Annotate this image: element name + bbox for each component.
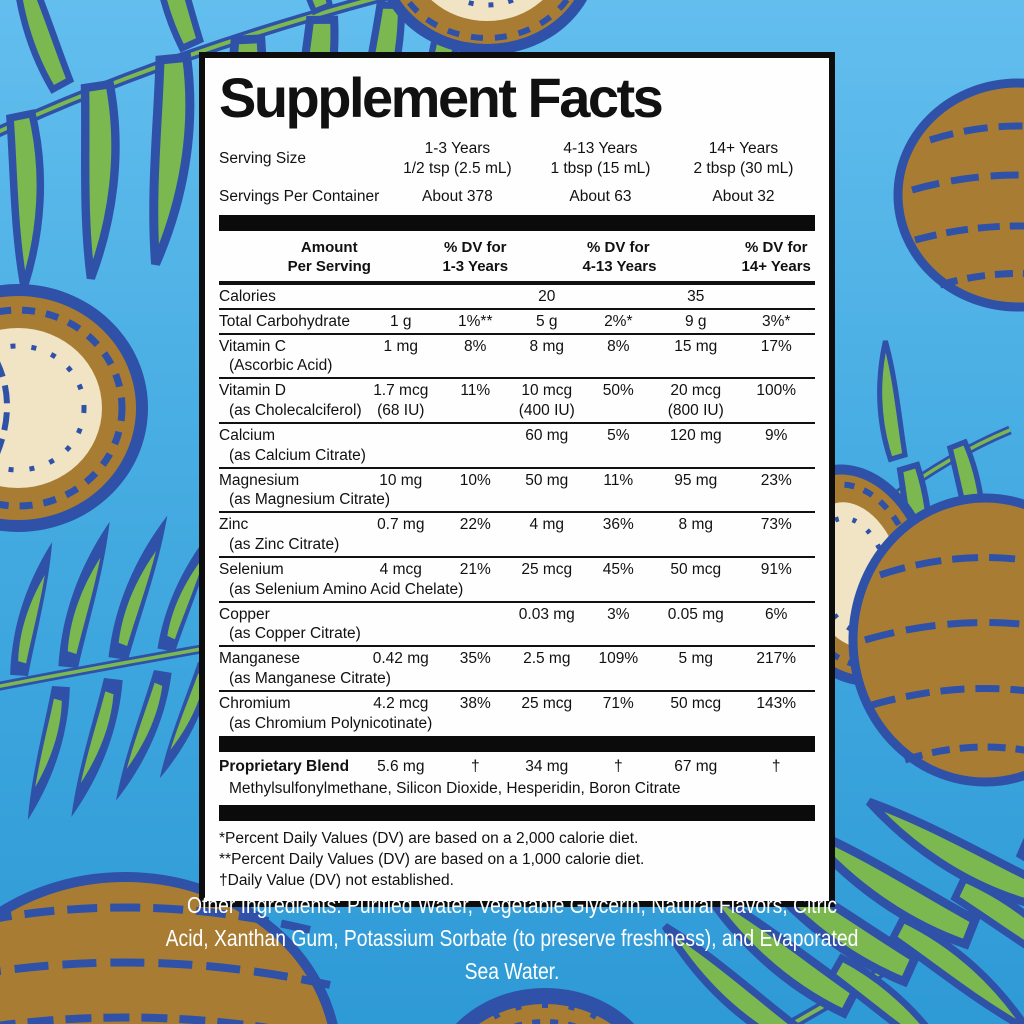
other-ingredients-text: Other Ingredients: Purified Water, Veget… — [165, 892, 859, 984]
table-row: Calories 20 35 — [219, 285, 815, 310]
column-header-dv-1-3: % DV for 1-3 Years — [442, 238, 509, 276]
footnote: †Daily Value (DV) not established. — [219, 871, 454, 889]
column-header-amount: Amount Per Serving — [287, 238, 371, 276]
footnotes: *Percent Daily Values (DV) are based on … — [219, 828, 815, 891]
section-divider-bar — [219, 736, 815, 753]
serving-size-label: Serving Size — [219, 150, 307, 168]
serving-size-col: 14+ Years 2 tbsp (30 mL) — [693, 140, 794, 177]
coconut-icon — [455, 988, 635, 1024]
table-row: Total Carbohydrate 1 g 1%** 5 g 2%* 9 g 3%* — [219, 310, 815, 335]
table-row: Vitamin C (Ascorbic Acid) 1 mg 8% 8 mg 8% 15 m… — [219, 335, 815, 380]
footnote: **Percent Daily Values (DV) are based on… — [219, 850, 645, 868]
table-row: Magnesium (as Magnesium Citrate) 10 mg 10% 5… — [219, 469, 815, 514]
proprietary-blend-ingredients: Methylsulfonylmethane, Silicon Dioxide, … — [229, 779, 681, 797]
section-divider-bar — [219, 214, 815, 231]
table-header: Amount Per Serving % DV for 1-3 Years % DV… — [219, 233, 815, 285]
page-title: Supplement Facts — [219, 66, 664, 129]
serving-size-col: 1-3 Years 1/2 tsp (2.5 mL) — [403, 140, 512, 177]
serving-size-row: Serving Size 1-3 Years 1/2 tsp (2.5 mL) … — [219, 139, 815, 178]
table-row: Vitamin D (as Cholecalciferol) 1.7 mcg (68 … — [219, 379, 815, 424]
table-row: Selenium (as Selenium Amino Acid Chelate)… — [219, 558, 815, 603]
serving-size-col: 4-13 Years 1 tbsp (15 mL) — [550, 140, 651, 177]
servings-per-container-label: Servings Per Container — [219, 188, 380, 206]
palm-frond-icon — [0, 0, 491, 288]
section-divider-bar — [219, 804, 815, 821]
coconut-half-icon — [386, 0, 588, 55]
column-header-dv-4-13: % DV for 4-13 Years — [582, 238, 657, 276]
table-row: Calcium (as Calcium Citrate) 60 mg 5% 120 mg… — [219, 424, 815, 469]
nutrient-rows: Calories 20 35 Total Carbohydrate 1 g 1%** 5 g… — [219, 285, 815, 735]
palm-frond-icon — [665, 758, 1024, 1024]
coconut-icon — [893, 78, 1024, 312]
table-row: Manganese (as Manganese Citrate) 0.42 mg 35… — [219, 647, 815, 692]
palm-frond-icon — [0, 515, 254, 820]
supplement-facts-panel: Supplement Facts Serving Size 1-3 Years … — [199, 52, 835, 907]
coconut-icon — [0, 872, 338, 1024]
proprietary-blend-section: Proprietary Blend 5.6 mg † 34 mg † 67 mg… — [219, 754, 815, 802]
table-row: Chromium (as Chromium Polynicotinate) 4.2 … — [219, 694, 797, 732]
footnote: *Percent Daily Values (DV) are based on … — [219, 829, 639, 847]
coconut-half-icon — [0, 284, 148, 532]
proprietary-blend-name: Proprietary Blend — [219, 758, 350, 776]
column-header-dv-14plus: % DV for 14+ Years — [741, 238, 811, 276]
table-row: Zinc (as Zinc Citrate) 0.7 mg 22% 4 mg 36% 8 m… — [219, 513, 815, 558]
table-row: Copper (as Copper Citrate) 0.03 mg 3% 0.05 m… — [219, 603, 815, 648]
servings-per-container-row: Servings Per Container About 378 About 6… — [219, 188, 775, 206]
